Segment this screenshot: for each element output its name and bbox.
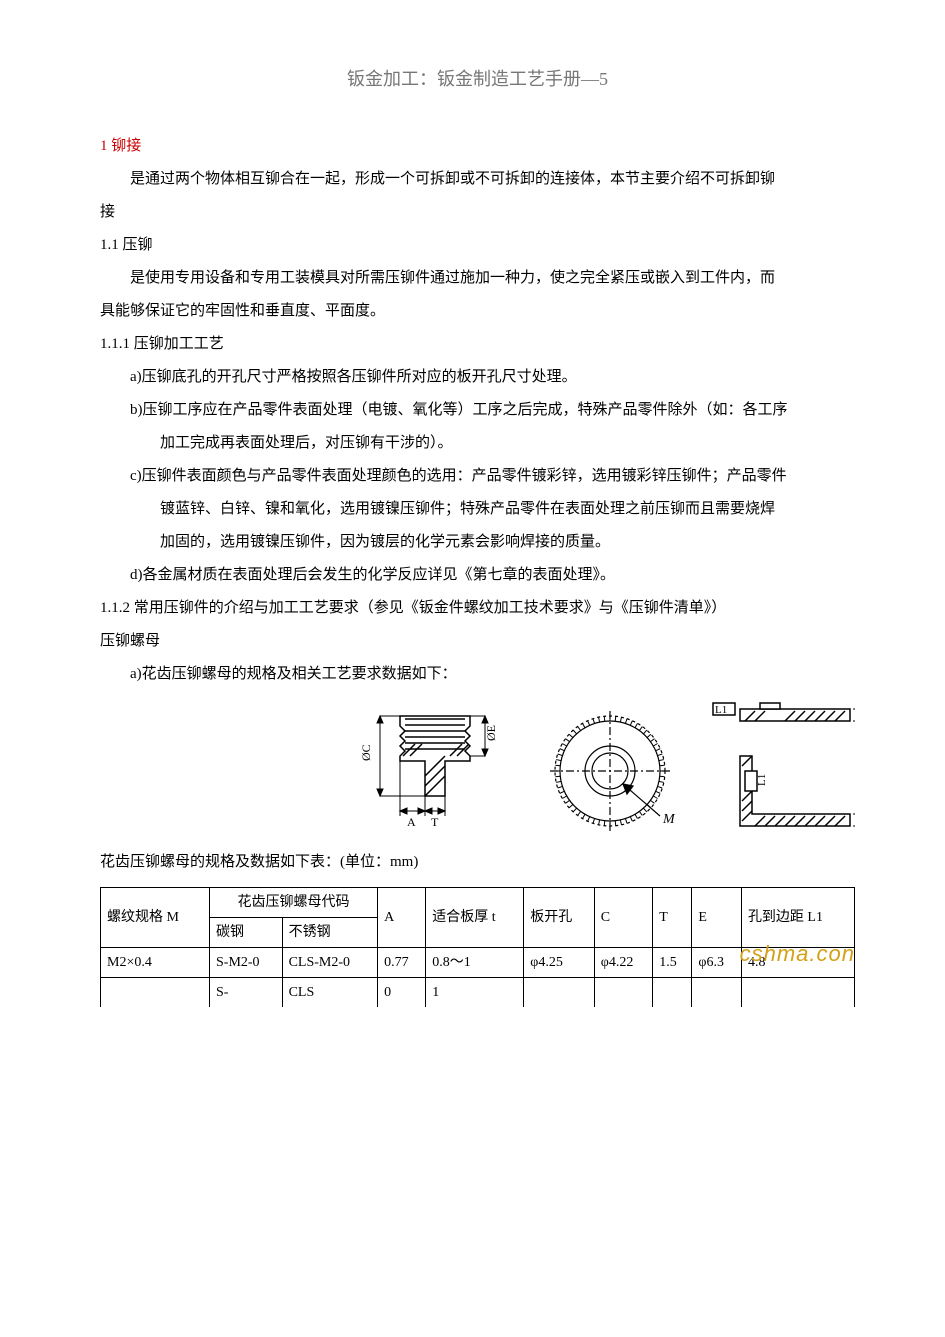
diagram-nut-side-icon: ØC ØE A T (355, 701, 515, 841)
cell-carbon: S-M2-0 (210, 947, 283, 977)
th-carbon: 碳钢 (210, 917, 283, 947)
table-head-row1: 螺纹规格 M 花齿压铆螺母代码 A 适合板厚 t 板开孔 C T E 孔到边距 … (101, 887, 855, 917)
item-b-line1: b)压铆工序应在产品零件表面处理（电镀、氧化等）工序之后完成，特殊产品零件除外（… (100, 394, 855, 427)
th-stainless: 不锈钢 (282, 917, 378, 947)
th-hole: 板开孔 (524, 887, 595, 947)
cell-C: φ4.22 (594, 947, 653, 977)
diagram-row: ØC ØE A T M (100, 701, 855, 841)
cell-E (692, 977, 742, 1007)
cell-T: 1.5 (653, 947, 692, 977)
item-c-line3: 加固的，选用镀镍压铆件，因为镀层的化学元素会影响焊接的质量。 (100, 526, 855, 559)
svg-text:L1: L1 (756, 773, 768, 785)
cell-hole (524, 977, 595, 1007)
cell-stainless: CLS (282, 977, 378, 1007)
th-code-group: 花齿压铆螺母代码 (210, 887, 378, 917)
svg-text:M: M (662, 812, 676, 827)
cell-C (594, 977, 653, 1007)
nut-subtitle: 压铆螺母 (100, 625, 855, 658)
para-1-line1: 是通过两个物体相互铆合在一起，形成一个可拆卸或不可拆卸的连接体，本节主要介绍不可… (100, 163, 855, 196)
cell-t: 0.8～1 (426, 947, 524, 977)
th-A: A (378, 887, 426, 947)
para-1-line2: 接 (100, 196, 855, 229)
table-caption: 花齿压铆螺母的规格及数据如下表：(单位：mm) (100, 846, 855, 879)
section-1-1-2-heading: 1.1.2 常用压铆件的介绍与加工工艺要求（参见《钣金件螺纹加工技术要求》与《压… (100, 592, 855, 625)
item-c-line2: 镀蓝锌、白锌、镍和氧化，选用镀镍压铆件；特殊产品零件在表面处理之前压铆而且需要烧… (100, 493, 855, 526)
section-1-1-1-heading: 1.1.1 压铆加工工艺 (100, 328, 855, 361)
cell-thread: M2×0.4 (101, 947, 210, 977)
item-a: a)压铆底孔的开孔尺寸严格按照各压铆件所对应的板开孔尺寸处理。 (100, 361, 855, 394)
para-2-line2: 具能够保证它的牢固性和垂直度、平面度。 (100, 295, 855, 328)
section-1-heading: 1 铆接 (100, 130, 855, 163)
item-a2: a)花齿压铆螺母的规格及相关工艺要求数据如下： (100, 658, 855, 691)
item-c-line1: c)压铆件表面颜色与产品零件表面处理颜色的选用：产品零件镀彩锌，选用镀彩锌压铆件… (100, 460, 855, 493)
svg-text:L1: L1 (715, 704, 727, 716)
svg-text:ØC: ØC (359, 744, 373, 761)
svg-text:T: T (431, 815, 439, 829)
item-d: d)各金属材质在表面处理后会发生的化学反应详见《第七章的表面处理》。 (100, 559, 855, 592)
diagram-nut-top-icon: M (535, 701, 685, 841)
th-thickness: 适合板厚 t (426, 887, 524, 947)
para-2-line1: 是使用专用设备和专用工装模具对所需压铆件通过施加一种力，使之完全紧压或嵌入到工件… (100, 262, 855, 295)
cell-thread (101, 977, 210, 1007)
th-C: C (594, 887, 653, 947)
cell-A: 0 (378, 977, 426, 1007)
table-row: S- CLS 0 1 (101, 977, 855, 1007)
cell-stainless: CLS-M2-0 (282, 947, 378, 977)
cell-carbon: S- (210, 977, 283, 1007)
th-E: E (692, 887, 742, 947)
cell-hole: φ4.25 (524, 947, 595, 977)
watermark-text: cshma.con (740, 930, 855, 978)
cell-L1 (741, 977, 854, 1007)
page-title: 钣金加工：钣金制造工艺手册—5 (100, 60, 855, 100)
cell-t: 1 (426, 977, 524, 1007)
th-T: T (653, 887, 692, 947)
cell-E: φ6.3 (692, 947, 742, 977)
cell-A: 0.77 (378, 947, 426, 977)
section-1-1-heading: 1.1 压铆 (100, 229, 855, 262)
svg-text:ØE: ØE (484, 725, 498, 741)
svg-text:A: A (407, 815, 416, 829)
diagram-bracket-icon: L1 L1 (705, 701, 855, 841)
th-thread: 螺纹规格 M (101, 887, 210, 947)
item-b-line2: 加工完成再表面处理后，对压铆有干涉的）。 (100, 427, 855, 460)
cell-T (653, 977, 692, 1007)
